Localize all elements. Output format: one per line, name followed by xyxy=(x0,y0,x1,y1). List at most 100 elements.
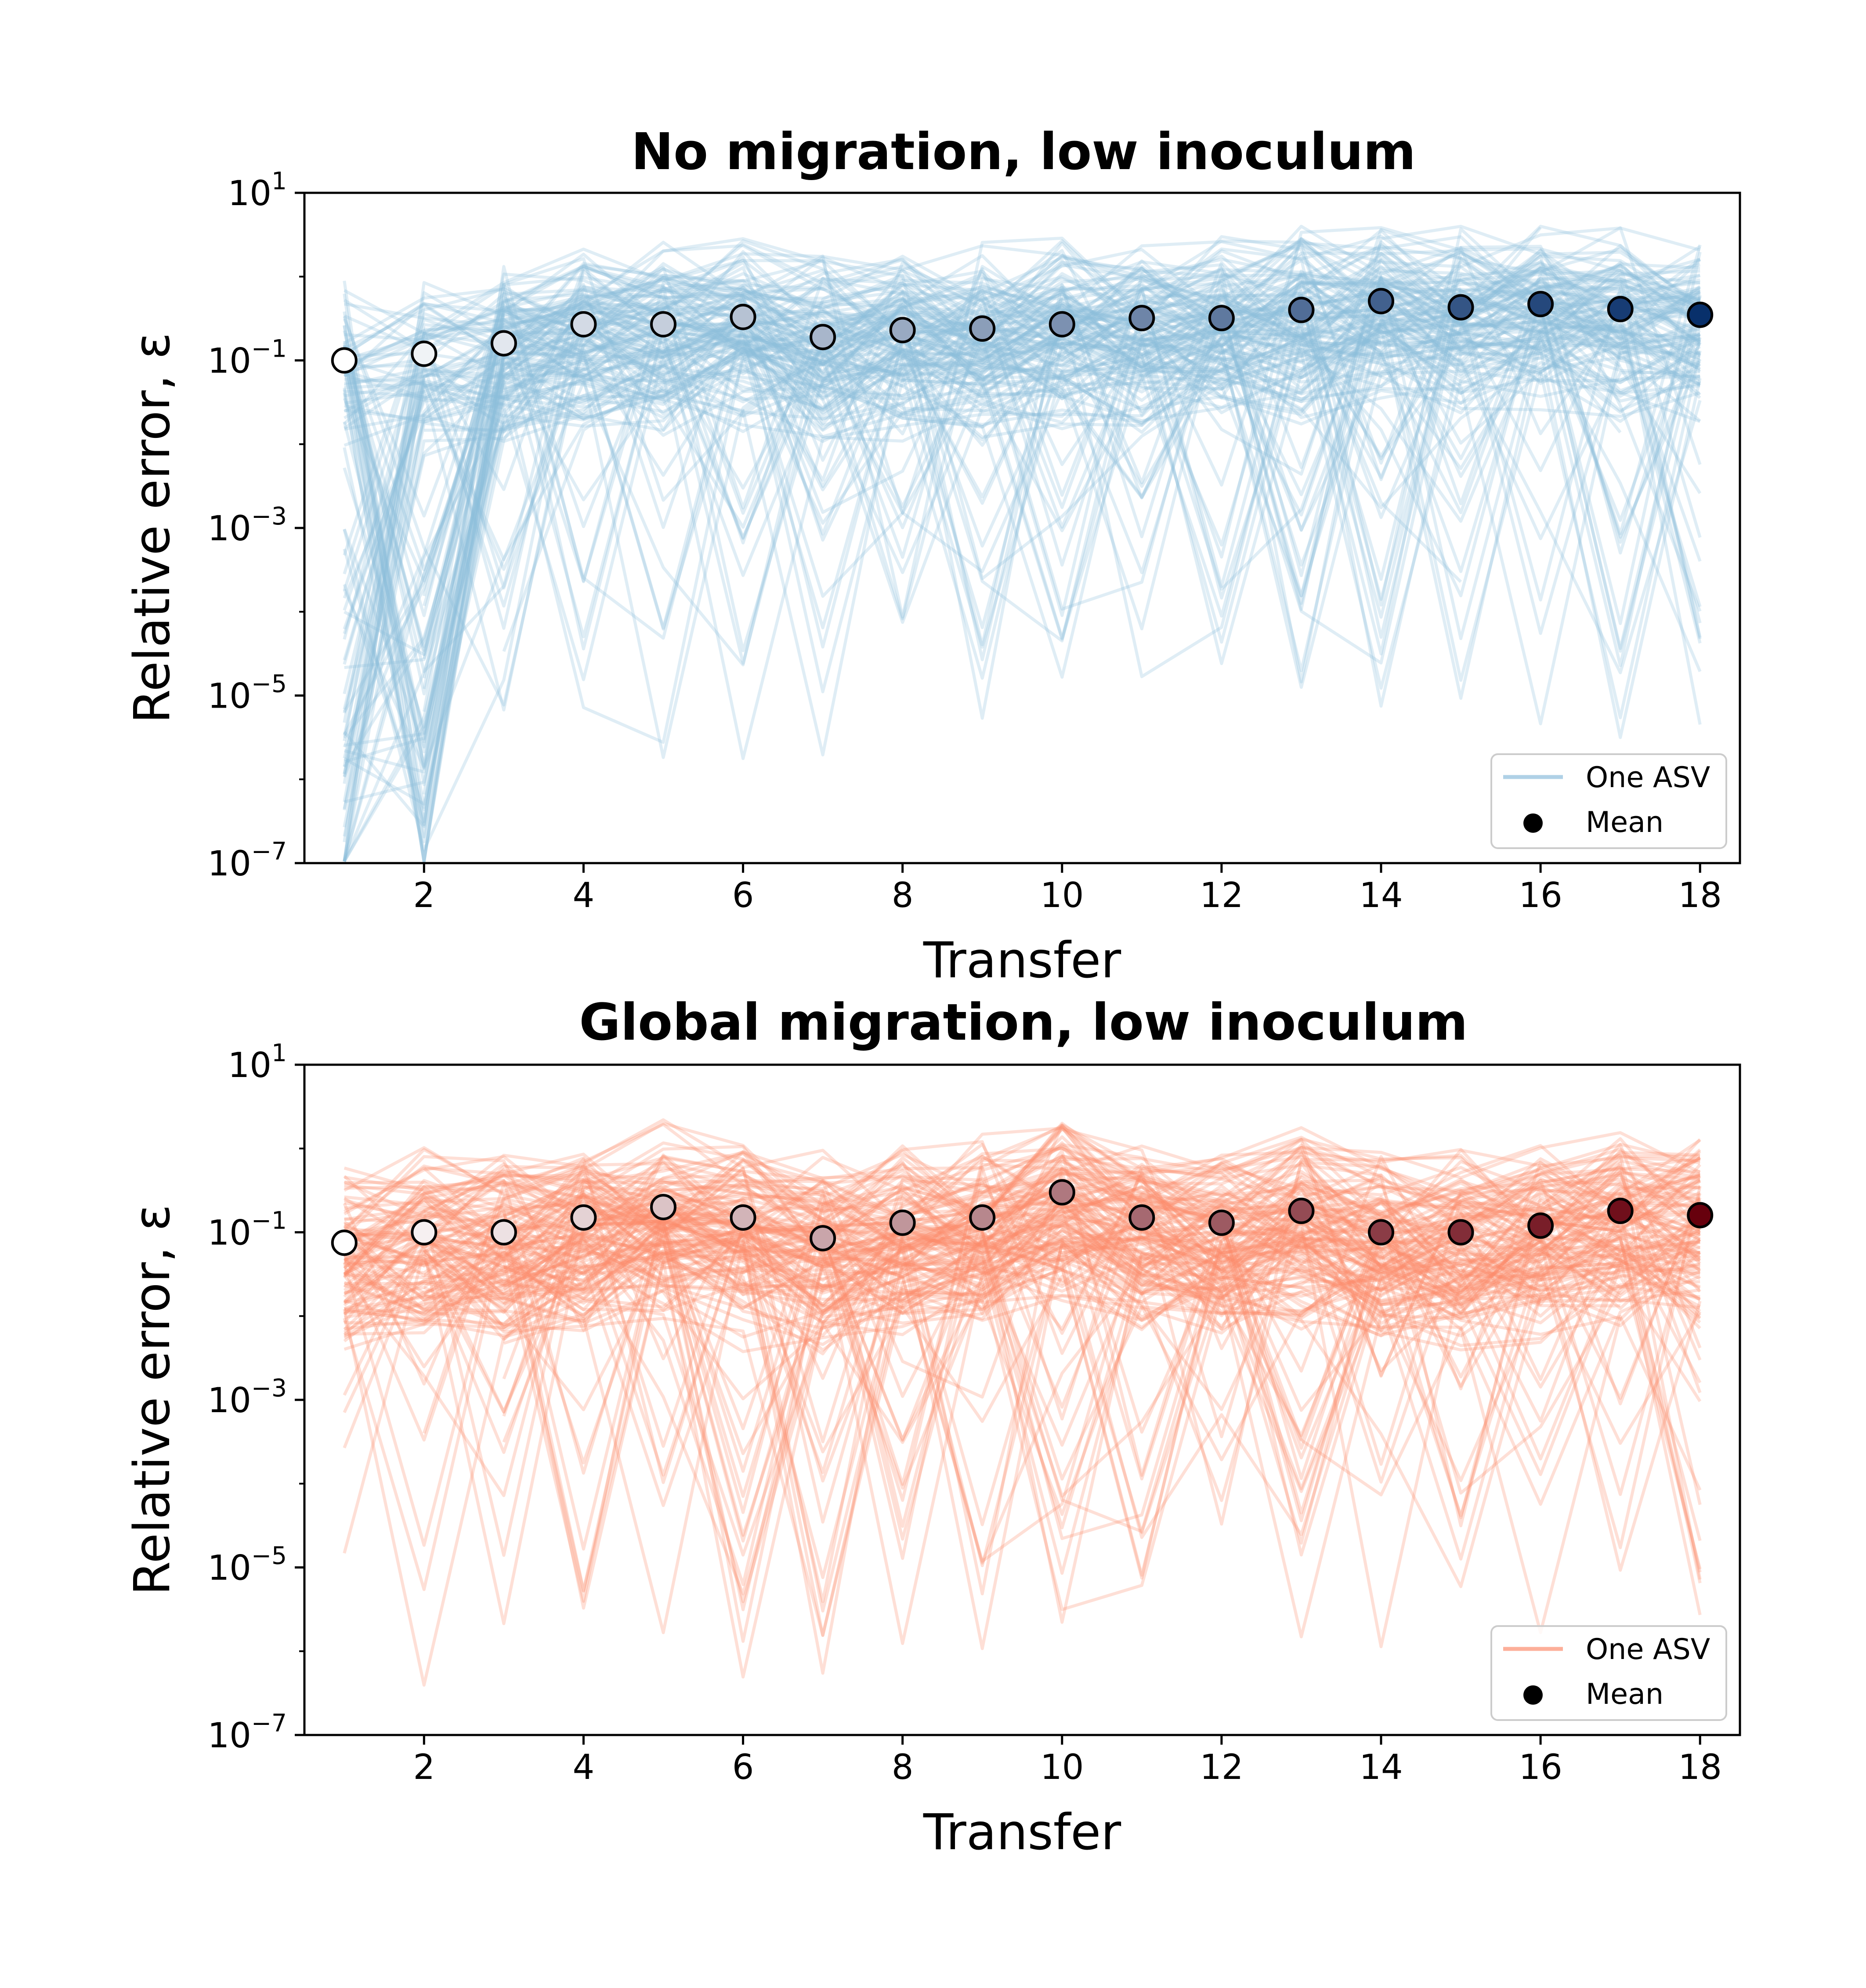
asv-line xyxy=(344,258,1701,621)
asv-line xyxy=(343,1199,1701,1625)
asv-line xyxy=(423,1141,1700,1522)
asv-line xyxy=(343,1198,1701,1645)
asv-line xyxy=(344,261,1701,484)
asv-line xyxy=(344,235,1700,335)
asv-line xyxy=(344,1143,1700,1331)
mean-point xyxy=(730,304,756,330)
asv-line xyxy=(423,1187,1700,1477)
asv-line xyxy=(343,1178,1700,1286)
asv-line xyxy=(343,304,1701,862)
asv-line xyxy=(343,1135,1382,1249)
x-tick-label: 12 xyxy=(1200,1748,1243,1787)
mean-point xyxy=(490,330,517,357)
asv-line xyxy=(343,266,1700,618)
x-tick-label: 18 xyxy=(1678,1748,1722,1787)
x-tick-label: 18 xyxy=(1678,876,1722,915)
asv-line xyxy=(422,237,1702,596)
asv-line xyxy=(344,1137,1701,1335)
x-tick-label: 8 xyxy=(892,876,914,915)
legend-marker-label: Mean xyxy=(1586,806,1663,839)
asv-line xyxy=(343,323,1701,862)
asv-line xyxy=(344,1153,1702,1505)
asv-line xyxy=(344,276,1702,747)
x-tick-label: 14 xyxy=(1359,1748,1403,1787)
asv-line xyxy=(344,272,1700,672)
mean-point xyxy=(1687,1202,1714,1229)
asv-line xyxy=(344,1224,1700,1352)
asv-line xyxy=(343,1160,1702,1449)
x-axis-label: Transfer xyxy=(923,932,1121,989)
asv-line xyxy=(344,244,1702,653)
asv-line xyxy=(503,303,1700,665)
asv-line xyxy=(343,294,1701,784)
y-tick-label: 101 xyxy=(228,1039,287,1085)
asv-line xyxy=(503,1235,1701,1579)
asv-line xyxy=(343,326,1701,769)
asv-line xyxy=(343,325,1701,712)
x-tick-label: 10 xyxy=(1040,1748,1084,1787)
mean-point xyxy=(810,1225,836,1251)
asv-line xyxy=(423,1135,1701,1391)
asv-line xyxy=(343,285,1620,862)
asv-line xyxy=(503,1199,1701,1305)
asv-line xyxy=(344,323,1700,763)
asv-line xyxy=(502,1157,1700,1434)
asv-line xyxy=(423,1146,1701,1398)
mean-markers-group xyxy=(331,288,1714,374)
asv-line xyxy=(344,1209,1701,1316)
asv-line xyxy=(343,299,1700,714)
asv-line xyxy=(503,1164,1701,1259)
asv-line xyxy=(344,1195,1462,1309)
asv-line xyxy=(343,1199,1700,1534)
asv-line xyxy=(343,318,1701,689)
asv-line xyxy=(503,1239,1701,1634)
y-tick-label: 10−3 xyxy=(208,502,287,549)
asv-line xyxy=(344,1207,1542,1502)
y-tick-label: 10−5 xyxy=(208,670,287,716)
asv-line xyxy=(344,264,1701,774)
legend: One ASV Mean xyxy=(1490,1625,1727,1721)
legend-marker-label: Mean xyxy=(1586,1678,1663,1711)
legend-marker-swatch xyxy=(1523,813,1543,833)
asv-line xyxy=(344,1168,1700,1545)
asv-line xyxy=(344,322,1700,806)
chart-panel-bottom: Global migration, low inoculum 2 4 6 8 10 12 1… xyxy=(124,993,1741,1861)
asv-line xyxy=(502,1118,1701,1381)
asv-line xyxy=(344,244,1702,651)
asv-line xyxy=(344,1230,1621,1484)
asv-line xyxy=(424,318,1701,573)
asv-line xyxy=(344,340,1461,804)
asv-line xyxy=(344,285,1701,681)
asv-line xyxy=(343,274,1702,863)
asv-line xyxy=(343,245,1702,650)
asv-line xyxy=(344,1203,1700,1612)
mean-point xyxy=(969,315,996,342)
asv-line xyxy=(344,1181,1701,1280)
asv-line xyxy=(344,1221,1702,1637)
asv-line xyxy=(343,279,1621,770)
asv-line xyxy=(343,1214,1702,1455)
mean-point xyxy=(1687,301,1714,328)
asv-line xyxy=(344,341,1701,438)
asv-line xyxy=(503,280,1622,694)
asv-line xyxy=(503,1141,1700,1261)
asv-line xyxy=(344,1142,1701,1237)
mean-point xyxy=(411,340,438,367)
asv-line xyxy=(343,1155,1701,1519)
asv-line xyxy=(422,226,1701,660)
asv-line xyxy=(343,226,1702,673)
asv-line xyxy=(343,347,1621,729)
asv-line xyxy=(343,337,1701,862)
asv-line xyxy=(343,249,1701,518)
asv-line xyxy=(344,1181,1700,1275)
asv-line xyxy=(344,1224,1700,1498)
asv-line xyxy=(423,1199,1700,1372)
asv-line xyxy=(344,1155,1701,1373)
asv-line xyxy=(503,272,1701,352)
asv-line xyxy=(344,1140,1700,1360)
asv-line xyxy=(503,1240,1701,1537)
asv-line xyxy=(344,1197,1702,1596)
asv-line xyxy=(343,262,1701,839)
asv-line xyxy=(343,239,1701,648)
asv-line xyxy=(343,1192,1542,1575)
